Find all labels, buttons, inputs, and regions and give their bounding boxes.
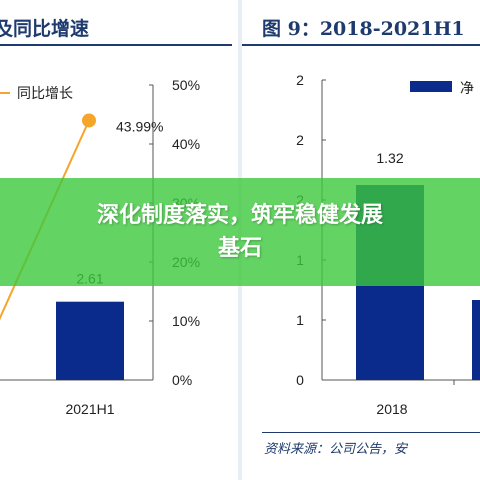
banner-headline: 深化制度落实，筑牢稳健发展 基石 [0, 199, 480, 265]
right-legend-swatch [410, 81, 452, 92]
right-chart-title: 图 9：2018-2021H1 [262, 18, 465, 40]
right-y-tick-label: 2 [296, 132, 304, 148]
left-growth-data-label: 43.99% [116, 118, 163, 134]
left-y2-tick-label: 40% [172, 136, 200, 152]
left-legend-label: 同比增长 [17, 85, 73, 101]
right-y-tick-label: 0 [296, 372, 304, 388]
left-y2-tick-label: 10% [172, 313, 200, 329]
left-growth-point [82, 113, 96, 128]
left-y2-tick-label: 50% [172, 77, 200, 93]
right-legend-label: 净 [460, 80, 474, 96]
banner-line-2: 基石 [217, 236, 262, 261]
right-y-tick-label: 2 [296, 72, 304, 88]
banner-overlay [0, 178, 480, 286]
left-chart-title: 及同比增速 [0, 18, 90, 40]
source-note: 资料来源：公司公告，安 [264, 442, 408, 457]
right-bar-partial [472, 300, 480, 380]
left-y2-tick-label: 0% [172, 372, 192, 388]
right-bar-data-label: 1.32 [376, 150, 403, 166]
left-bar-2021H1 [56, 301, 124, 380]
left-title-rule [0, 44, 232, 46]
banner-line-1: 深化制度落实，筑牢稳健发展 [96, 203, 383, 228]
left-x-tick-label: 2021H1 [65, 401, 114, 417]
right-title-rule [242, 44, 480, 46]
source-rule [262, 432, 480, 433]
right-x-tick-label: 2018 [376, 401, 407, 417]
right-y-tick-label: 1 [296, 312, 304, 328]
